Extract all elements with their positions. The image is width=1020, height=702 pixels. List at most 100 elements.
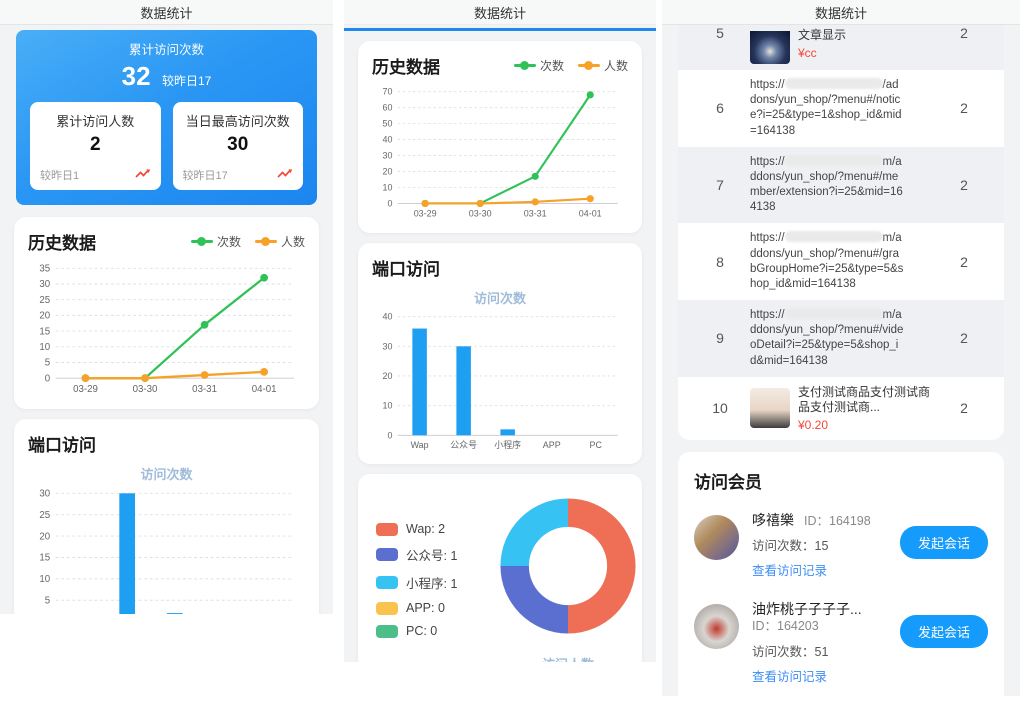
- view-records-link[interactable]: 查看访问记录: [752, 669, 828, 684]
- subcard-footer: 较昨日1: [40, 167, 151, 183]
- legend-label: 次数: [216, 235, 241, 249]
- hero-delta: 较昨日17: [162, 74, 212, 88]
- row-content: https://m/addons/yun_shop/?menu#/grabGro…: [748, 228, 932, 295]
- svg-text:50: 50: [383, 119, 393, 129]
- legend-swatch-icon: [376, 548, 398, 562]
- legend-item: 人数: [254, 233, 305, 250]
- member-item: 哆禧樂 ID：164198 访问次数：15 查看访问记录 发起会话: [694, 501, 988, 590]
- legend-swatch-icon: [376, 601, 398, 615]
- product-text: 文章显示 ¥cc: [798, 28, 930, 60]
- subcard-footer: 较昨日17: [183, 167, 294, 183]
- history-line-chart: 0 5 10 15 20 25 30 35 03-29 03-30 03-31 04-01: [39, 264, 294, 395]
- legend-label: 人数: [280, 235, 305, 249]
- page-title: 数据统计: [140, 5, 193, 21]
- row-count: 2: [960, 253, 968, 270]
- product-row-content: 文章显示 ¥cc: [750, 28, 930, 64]
- phone-panel-middle: 数据统计 历史数据 次数 人数 0 10 20 30 40 50 60 70 03-29 03-30…: [344, 0, 656, 662]
- subcard-value: 2: [89, 134, 101, 155]
- summary-subcard: 当日最高访问次数 30 较昨日17: [172, 102, 303, 190]
- member-id: ID：164198: [804, 513, 871, 528]
- legend-swatch-icon: [376, 624, 398, 638]
- svg-text:03-29: 03-29: [73, 384, 98, 395]
- svg-text:04-01: 04-01: [252, 384, 277, 395]
- summary-subcards: 累计访问人数 2 较昨日1 当日最高访问次数 30 较昨日17: [30, 102, 303, 190]
- subcard-title: 当日最高访问次数: [185, 114, 290, 129]
- svg-text:15: 15: [39, 326, 50, 337]
- member-visit-count: 访问次数：51: [752, 644, 829, 659]
- member-name-row: 油炸桃子子子子... ID：164203: [752, 600, 938, 634]
- app-header: 数据统计: [344, 0, 656, 25]
- product-price: ¥cc: [798, 45, 817, 60]
- svg-text:03-31: 03-31: [192, 384, 217, 395]
- svg-text:小程序: 小程序: [494, 439, 521, 450]
- row-rank: 6: [716, 100, 724, 117]
- row-count: 2: [960, 100, 968, 117]
- member-avatar: [694, 514, 739, 560]
- row-content: 文章显示 ¥cc: [748, 25, 932, 67]
- svg-text:30: 30: [383, 151, 393, 161]
- visit-ranking-list: 5 文章显示 ¥cc 2 6 https:///addons/yun_shop/?menu…: [678, 25, 1004, 440]
- visit-row: 5 文章显示 ¥cc 2: [678, 25, 1004, 70]
- redacted-domain: [784, 78, 883, 89]
- subcard-value: 30: [227, 134, 249, 155]
- phone-panel-right: 数据统计 5 文章显示 ¥cc 2 6 https:///addons/yun_shop/…: [662, 0, 1020, 696]
- row-rank: 9: [716, 330, 724, 347]
- port-card-left: 端口访问 访问次数 051015202530Wap公众号小程序APPPC: [14, 418, 319, 614]
- card-title: 历史数据: [372, 58, 440, 77]
- svg-text:70: 70: [383, 87, 393, 97]
- legend-marker-icon: [190, 237, 213, 246]
- row-count: 2: [960, 25, 968, 41]
- hero-main: 32 较昨日17: [30, 61, 303, 92]
- svg-text:20: 20: [383, 371, 393, 381]
- start-chat-button[interactable]: 发起会话: [899, 525, 988, 559]
- legend-item: 人数: [577, 57, 628, 74]
- svg-text:60: 60: [383, 103, 393, 113]
- row-count: 2: [960, 177, 968, 194]
- legend-marker-icon: [577, 61, 600, 70]
- subcard-delta: 较昨日1: [40, 170, 80, 182]
- row-content: 支付测试商品支付测试商品支付测试商... ¥0.20: [748, 382, 932, 435]
- legend-label: Wap: 2: [406, 522, 446, 537]
- subcard-title: 累计访问人数: [56, 114, 135, 129]
- port-card-middle: 端口访问 访问次数 0 10 20 30 40 Wap 公众号 小程序 APP PC: [358, 242, 642, 464]
- port-bar-chart: 0 10 20 30 40 Wap 公众号 小程序 APP PC: [383, 311, 618, 450]
- donut-legend-item: 公众号: 1: [376, 545, 488, 564]
- visit-row: 8 https://m/addons/yun_shop/?menu#/grabGr…: [678, 223, 1004, 300]
- visit-url: https://m/addons/yun_shop/?menu#/grabGro…: [750, 231, 904, 290]
- chart-subtitle: 访问次数: [140, 466, 193, 482]
- member-visit-count: 访问次数：15: [752, 539, 829, 554]
- member-avatar: [694, 604, 739, 650]
- donut-legend-item: PC: 0: [376, 624, 488, 638]
- row-content: https://m/addons/yun_shop/?menu#/videoDe…: [748, 305, 932, 372]
- trend-up-icon: [134, 169, 150, 178]
- product-thumbnail: [750, 31, 790, 64]
- card-title: 历史数据: [28, 234, 96, 253]
- header-accent-line: [344, 28, 656, 31]
- row-count: 2: [960, 400, 968, 417]
- row-rank: 10: [712, 400, 728, 417]
- trend-up-icon: [277, 169, 293, 178]
- visit-row: 7 https://m/addons/yun_shop/?menu#/member…: [678, 146, 1004, 224]
- app-header: 数据统计: [0, 0, 333, 25]
- visitors-donut-card: Wap: 2 公众号: 1 小程序: 1 APP: 0 PC: 0 访问人数: [358, 473, 642, 662]
- svg-text:25: 25: [39, 295, 50, 306]
- member-id: ID：164203: [752, 619, 819, 634]
- hero-title: 累计访问次数: [128, 43, 204, 57]
- member-name: 油炸桃子子子子...: [752, 601, 862, 618]
- legend-marker-icon: [254, 237, 277, 246]
- donut-caption: 访问人数: [542, 654, 594, 662]
- history-line-chart: 0 10 20 30 40 50 60 70 03-29 03-30 03-31 04-01: [383, 87, 618, 218]
- member-name: 哆禧樂: [752, 511, 794, 528]
- svg-text:5: 5: [45, 358, 50, 369]
- svg-text:40: 40: [383, 311, 393, 321]
- legend-label: 人数: [603, 59, 628, 73]
- page-title: 数据统计: [473, 5, 526, 21]
- start-chat-button[interactable]: 发起会话: [899, 615, 988, 649]
- port-bar-chart: 051015202530Wap公众号小程序APPPC: [39, 488, 294, 614]
- legend-label: APP: 0: [406, 601, 445, 616]
- subcard-delta: 较昨日17: [182, 170, 228, 182]
- svg-text:03-30: 03-30: [133, 384, 158, 395]
- member-list: 哆禧樂 ID：164198 访问次数：15 查看访问记录 发起会话 油炸桃子子子子... I…: [694, 501, 988, 696]
- view-records-link[interactable]: 查看访问记录: [752, 564, 828, 579]
- svg-text:40: 40: [383, 135, 393, 145]
